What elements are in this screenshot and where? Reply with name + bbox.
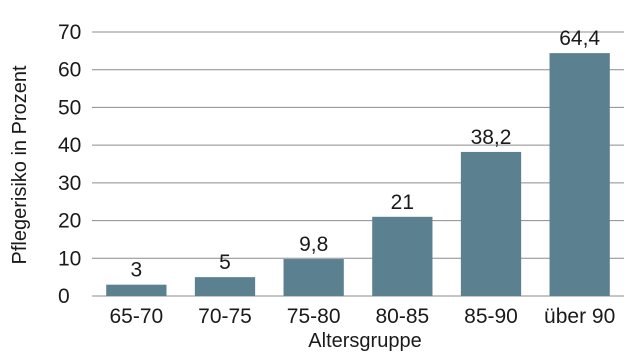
y-tick-labels: 0 10 20 30 40 50 60 70 (58, 21, 81, 308)
x-tick-label-80-85: 80-85 (375, 305, 429, 328)
data-label-70-75: 5 (219, 251, 231, 274)
bar-70-75 (194, 277, 256, 296)
y-tick-label-30: 30 (58, 172, 81, 195)
y-axis-title: Pflegerisiko in Prozent (9, 65, 31, 264)
y-tick-label-10: 10 (58, 247, 81, 270)
y-tick-label-60: 60 (58, 59, 81, 82)
data-label-85-90: 38,2 (471, 126, 512, 149)
y-tick-label-0: 0 (58, 285, 70, 308)
data-labels: 3 5 9,8 21 38,2 64,4 (130, 27, 600, 282)
y-tick-label-50: 50 (58, 96, 81, 119)
x-tick-label-85-90: 85-90 (464, 305, 518, 328)
y-tick-label-40: 40 (58, 134, 81, 157)
bar-65-70 (106, 284, 167, 296)
data-label-65-70: 3 (130, 259, 142, 282)
gridlines (92, 31, 624, 297)
x-tick-labels: 65-70 70-75 75-80 80-85 85-90 über 90 (109, 305, 615, 328)
x-tick-label-65-70: 65-70 (109, 305, 163, 328)
data-label-75-80: 9,8 (299, 233, 328, 256)
x-tick-label-70-75: 70-75 (198, 305, 252, 328)
x-axis-title: Altersgruppe (308, 330, 421, 352)
y-tick-label-70: 70 (58, 21, 81, 44)
bar-85-90 (460, 151, 522, 296)
data-label-80-85: 21 (391, 191, 414, 214)
x-tick-label-über 90: über 90 (544, 305, 615, 328)
x-tick-label-75-80: 75-80 (287, 305, 341, 328)
data-label-über 90: 64,4 (559, 27, 600, 50)
y-tick-label-20: 20 (58, 210, 81, 233)
bar-75-80 (283, 259, 344, 296)
bar-über 90 (549, 53, 610, 297)
bar-80-85 (372, 216, 433, 296)
bars (106, 53, 610, 297)
